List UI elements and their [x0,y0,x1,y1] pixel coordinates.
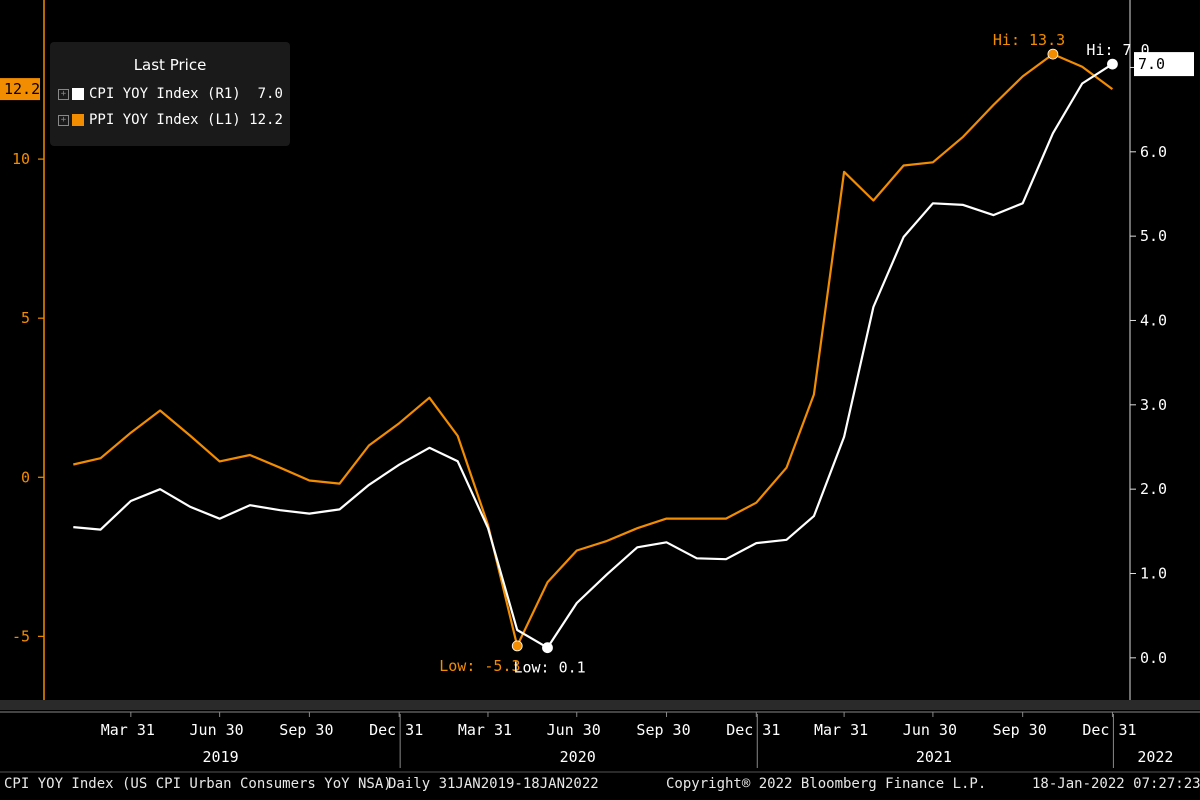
footer-description: CPI YOY Index (US CPI Urban Consumers Yo… [4,776,392,792]
year-label: 2020 [560,748,596,766]
x-tick-label: Mar 31 [814,721,868,739]
cpi-low-marker [542,642,553,654]
legend-item-ppi[interactable]: + PPI YOY Index (L1) 12.2 [58,112,283,132]
cpi-low-label: Low: 0.1 [513,659,585,677]
right-tick-label: 2.0 [1140,480,1167,498]
legend-swatch-ppi [72,114,84,126]
right-tick-label: 0.0 [1140,649,1167,667]
left-last-value-tag [0,78,40,101]
legend-swatch-cpi [72,88,84,100]
series-line-cpi [73,63,1113,649]
left-tick-label: 5 [21,309,30,327]
x-tick-label: Sep 30 [993,721,1047,739]
legend-label-cpi: CPI YOY Index [89,86,199,102]
right-tick-label: 6.0 [1140,143,1167,161]
right-last-value-text: 7.0 [1138,55,1165,73]
cpi-hi-label: Hi: 7.0 [1086,41,1149,59]
x-tick-label: Sep 30 [279,721,333,739]
footer-timestamp: 18-Jan-2022 07:27:23 [1032,776,1200,792]
ppi-low-marker [511,640,523,652]
right-tick-label: 1.0 [1140,564,1167,582]
left-tick-label: -5 [12,627,30,645]
expand-icon[interactable]: + [58,88,69,100]
right-tick-label: 3.0 [1140,396,1167,414]
legend-title: Last Price [133,56,207,74]
x-tick-label: Dec 31 [726,721,780,739]
x-tick-label: Sep 30 [636,721,690,739]
legend-label-ppi: PPI YOY Index [89,112,199,128]
left-tick-label: 0 [21,468,30,486]
x-tick-label: Dec 31 [369,721,423,739]
series-line-ppi [73,52,1114,648]
year-label: 2019 [203,748,239,766]
ppi-hi-marker [1047,48,1059,60]
legend-axis-cpi: (R1) [207,86,241,102]
x-tick-label: Jun 30 [547,721,601,739]
legend-item-cpi[interactable]: + CPI YOY Index (R1) 7.0 [58,86,283,106]
left-last-value-text: 12.2 [4,80,40,98]
x-tick-label: Jun 30 [903,721,957,739]
right-tick-label: 5.0 [1140,227,1167,245]
right-tick-label: 4.0 [1140,311,1167,329]
right-last-value-tag [1134,52,1194,77]
axes-layer: -5 0 5 10 0.0 1.0 2.0 3.0 4.0 5.0 6.0 7.0 12.2 7.0 Mar… [0,0,1200,773]
footer-range: Daily 31JAN2019-18JAN2022 [388,776,599,792]
expand-icon[interactable]: + [58,114,69,126]
time-scroll-bar [0,700,1200,710]
legend: Last Price + CPI YOY Index (R1) 7.0 + PPI … [50,42,290,146]
x-tick-label: Mar 31 [101,721,155,739]
left-tick-label: 10 [12,150,30,168]
ppi-low-label: Low: -5.3 [439,657,520,675]
annotation-layer: Low: -5.3 Hi: 13.3 Low: 0.1 Hi: 7.0 [439,31,1149,677]
cpi-hi-marker [1107,58,1118,70]
legend-axis-ppi: (L1) [207,112,241,128]
x-tick-label: Dec 31 [1082,721,1136,739]
ppi-hi-label: Hi: 13.3 [993,31,1065,49]
legend-value-ppi: 12.2 [249,112,283,128]
series-layer [73,52,1114,649]
legend-value-cpi: 7.0 [257,86,283,102]
x-tick-label: Jun 30 [190,721,244,739]
footer-copyright: Copyright® 2022 Bloomberg Finance L.P. [666,776,987,792]
year-label: 2022 [1137,748,1173,766]
year-label: 2021 [916,748,952,766]
x-tick-label: Mar 31 [458,721,512,739]
